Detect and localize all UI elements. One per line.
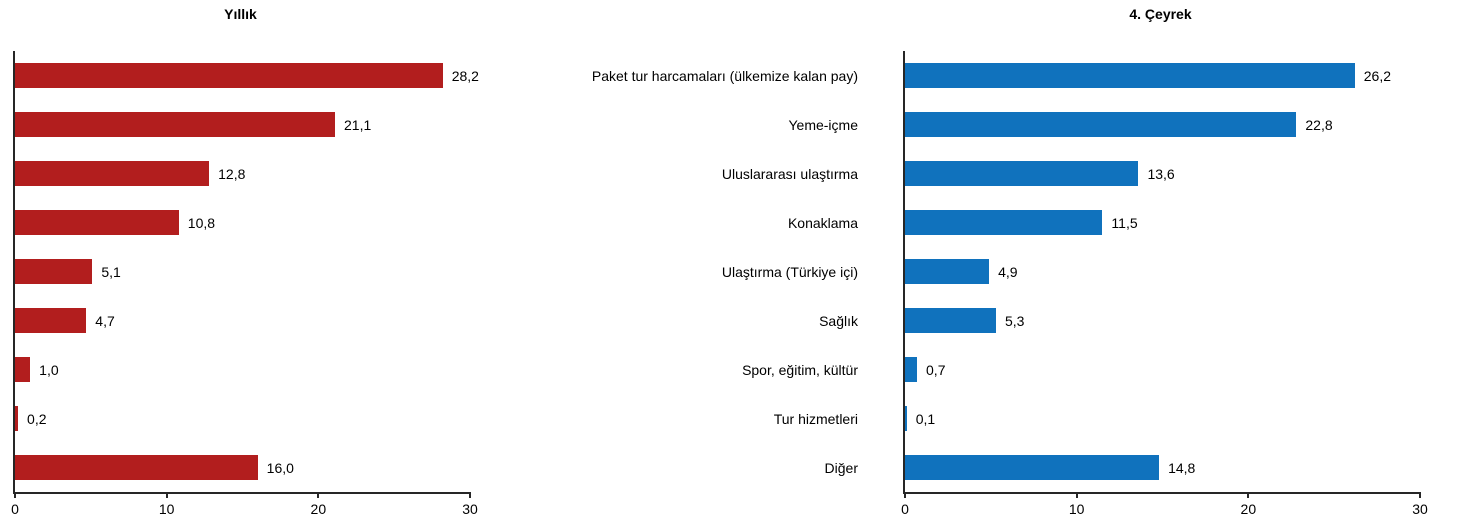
axis-tick (165, 492, 168, 498)
bar (15, 455, 258, 480)
bar-row: 4,9 (905, 247, 1420, 296)
bar (15, 357, 31, 382)
value-label: 0,2 (27, 410, 47, 427)
right-chart-title: 4. Çeyrek (1129, 6, 1192, 22)
axis-tick-label: 20 (1240, 501, 1257, 517)
bar (905, 161, 1139, 186)
bar-row: 12,8 (15, 149, 470, 198)
category-label: Spor, eğitim, kültür (742, 361, 858, 378)
axis-tick (14, 492, 16, 498)
bar-row: 16,0 (15, 443, 470, 492)
category-row: Tur hizmetleri (478, 394, 858, 443)
bar-row: 5,3 (905, 296, 1420, 345)
value-label: 22,8 (1305, 116, 1333, 133)
bar-row: 10,8 (15, 198, 470, 247)
bar-row: 14,8 (905, 443, 1420, 492)
axis-tick (317, 492, 320, 498)
bar (905, 308, 996, 333)
bar (905, 210, 1103, 235)
bar (905, 455, 1160, 480)
right-bars-container: 26,2 22,8 13,6 11,5 4,9 5,3 0,7 0,1 14,8 (905, 51, 1420, 492)
value-label: 11,5 (1111, 214, 1138, 231)
category-labels-column: Paket tur harcamaları (ülkemize kalan pa… (478, 51, 858, 492)
bar (15, 112, 336, 137)
category-row: Konaklama (478, 198, 858, 247)
value-label: 5,3 (1004, 312, 1025, 329)
bar-row: 0,7 (905, 345, 1420, 394)
bar (905, 406, 907, 431)
category-label: Diğer (824, 459, 858, 476)
bar (15, 161, 210, 186)
axis-tick-label: 10 (158, 501, 175, 517)
bar-row: 11,5 (905, 198, 1420, 247)
bar-row: 0,1 (905, 394, 1420, 443)
axis-tick-label: 0 (11, 501, 19, 517)
axis-tick (1247, 492, 1250, 498)
bar-row: 4,7 (15, 296, 470, 345)
value-label: 26,2 (1363, 67, 1392, 84)
value-label: 10,8 (187, 214, 216, 231)
category-row: Diğer (478, 443, 858, 492)
left-plot-yillik: 28,2 21,1 12,8 10,8 5,1 4,7 1,0 0,2 16,0 0 10 20 30 (11, 51, 479, 517)
bar (905, 357, 918, 382)
bar (905, 63, 1355, 88)
category-row: Ulaştırma (Türkiye içi) (478, 247, 858, 296)
category-label: Paket tur harcamaları (ülkemize kalan pa… (591, 67, 858, 84)
value-label: 28,2 (451, 67, 479, 84)
category-label: Uluslararası ulaştırma (721, 165, 858, 182)
bar (905, 112, 1297, 137)
category-row: Uluslararası ulaştırma (478, 149, 858, 198)
axis-tick-label: 30 (462, 501, 478, 517)
axis-tick (1075, 492, 1078, 498)
category-row: Yeme-içme (478, 100, 858, 149)
bar (15, 259, 93, 284)
category-label: Ulaştırma (Türkiye içi) (721, 263, 858, 280)
bar-row: 21,1 (15, 100, 470, 149)
bar (15, 210, 179, 235)
axis-tick (469, 492, 471, 498)
value-label: 4,9 (998, 263, 1018, 280)
axis-tick (904, 492, 906, 498)
right-plot-4-ceyrek: 26,2 22,8 13,6 11,5 4,9 5,3 0,7 0,1 14,8 0 10 20 30 (901, 51, 1428, 517)
axis-tick-label: 0 (901, 501, 909, 517)
bar-row: 13,6 (905, 149, 1420, 198)
axis-tick-label: 30 (1412, 501, 1428, 517)
category-label: Tur hizmetleri (773, 410, 858, 427)
bar (15, 308, 87, 333)
bar-row: 28,2 (15, 51, 479, 100)
value-label: 1,0 (39, 361, 59, 378)
category-label: Yeme-içme (788, 116, 858, 133)
value-label: 14,8 (1168, 459, 1196, 476)
bar-row: 26,2 (905, 51, 1420, 100)
category-row: Spor, eğitim, kültür (478, 345, 858, 394)
value-label: 12,8 (218, 165, 246, 182)
bar-row: 22,8 (905, 100, 1420, 149)
category-row: Sağlık (478, 296, 858, 345)
bar (15, 406, 19, 431)
axis-tick-label: 10 (1068, 501, 1085, 517)
category-row: Paket tur harcamaları (ülkemize kalan pa… (478, 51, 858, 100)
left-chart-title: Yıllık (224, 6, 257, 22)
value-label: 13,6 (1147, 165, 1175, 182)
bar (905, 259, 990, 284)
category-label: Konaklama (787, 214, 858, 231)
bar-row: 1,0 (15, 345, 470, 394)
value-label: 5,1 (101, 263, 121, 280)
bar-row: 0,2 (15, 394, 470, 443)
bar-row: 5,1 (15, 247, 470, 296)
bar (15, 63, 443, 88)
value-label: 0,1 (915, 410, 936, 427)
axis-tick-label: 20 (310, 501, 327, 517)
value-label: 21,1 (344, 116, 372, 133)
left-bars-container: 28,2 21,1 12,8 10,8 5,1 4,7 1,0 0,2 16,0 (15, 51, 479, 492)
axis-tick (1419, 492, 1421, 498)
value-label: 16,0 (266, 459, 294, 476)
value-label: 4,7 (95, 312, 115, 329)
value-label: 0,7 (926, 361, 946, 378)
category-label: Sağlık (819, 312, 858, 329)
